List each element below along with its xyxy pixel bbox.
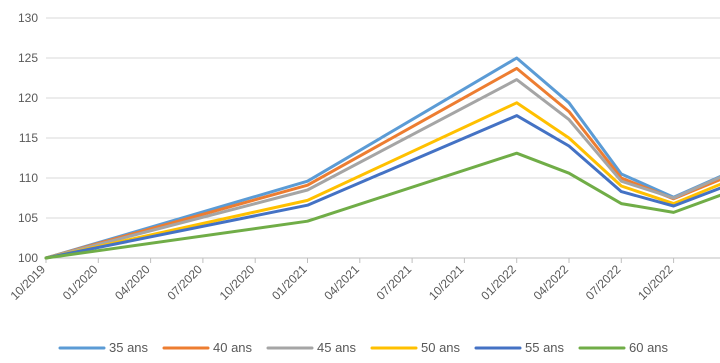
x-tick-label: 07/2022 [583,262,624,303]
series-line-40-ans [44,66,720,260]
x-tick-label: 10/2019 [8,262,49,303]
y-tick-label: 125 [18,51,38,65]
axes: 100 105 110 115 120 125 130 10/2019 01/2020 04/20… [8,11,676,303]
legend: 35 ans 40 ans 45 ans 50 ans 55 ans 60 ans [58,340,669,355]
legend-label: 40 ans [213,340,253,355]
y-tick-label: 110 [19,171,38,185]
x-tick-label: 01/2020 [60,262,101,303]
x-tick-label: 10/2020 [217,262,258,303]
y-tick-label: 130 [18,11,38,25]
y-tick-label: 115 [19,131,38,145]
series-line-35-ans [44,56,720,260]
y-tick-label: 105 [18,211,38,225]
series-line-50-ans [44,101,720,260]
x-tick-label: 10/2021 [426,262,467,303]
legend-item: 35 ans [58,340,149,355]
x-tick-label: 01/2022 [478,262,519,303]
legend-label: 60 ans [629,340,669,355]
y-tick-label: 100 [18,251,38,265]
legend-label: 55 ans [525,340,565,355]
x-tick-label: 04/2020 [112,262,153,303]
legend-label: 35 ans [109,340,149,355]
legend-label: 50 ans [421,340,461,355]
legend-item: 40 ans [162,340,253,355]
x-tick-label: 07/2021 [374,262,415,303]
x-tick-label: 01/2021 [269,262,310,303]
y-tick-label: 120 [18,91,38,105]
series-line-45-ans [44,78,720,260]
x-tick-label: 04/2021 [321,262,362,303]
legend-item: 55 ans [474,340,565,355]
series-line-60-ans [44,151,720,260]
x-tick-label: 04/2022 [531,262,572,303]
series-line-55-ans [44,114,720,260]
gridlines [46,17,720,259]
series-lines [44,56,720,260]
x-tick-label: 10/2022 [635,262,676,303]
legend-item: 45 ans [266,340,357,355]
x-tick-label: 07/2020 [164,262,205,303]
legend-item: 60 ans [578,340,669,355]
legend-label: 45 ans [317,340,357,355]
legend-item: 50 ans [370,340,461,355]
